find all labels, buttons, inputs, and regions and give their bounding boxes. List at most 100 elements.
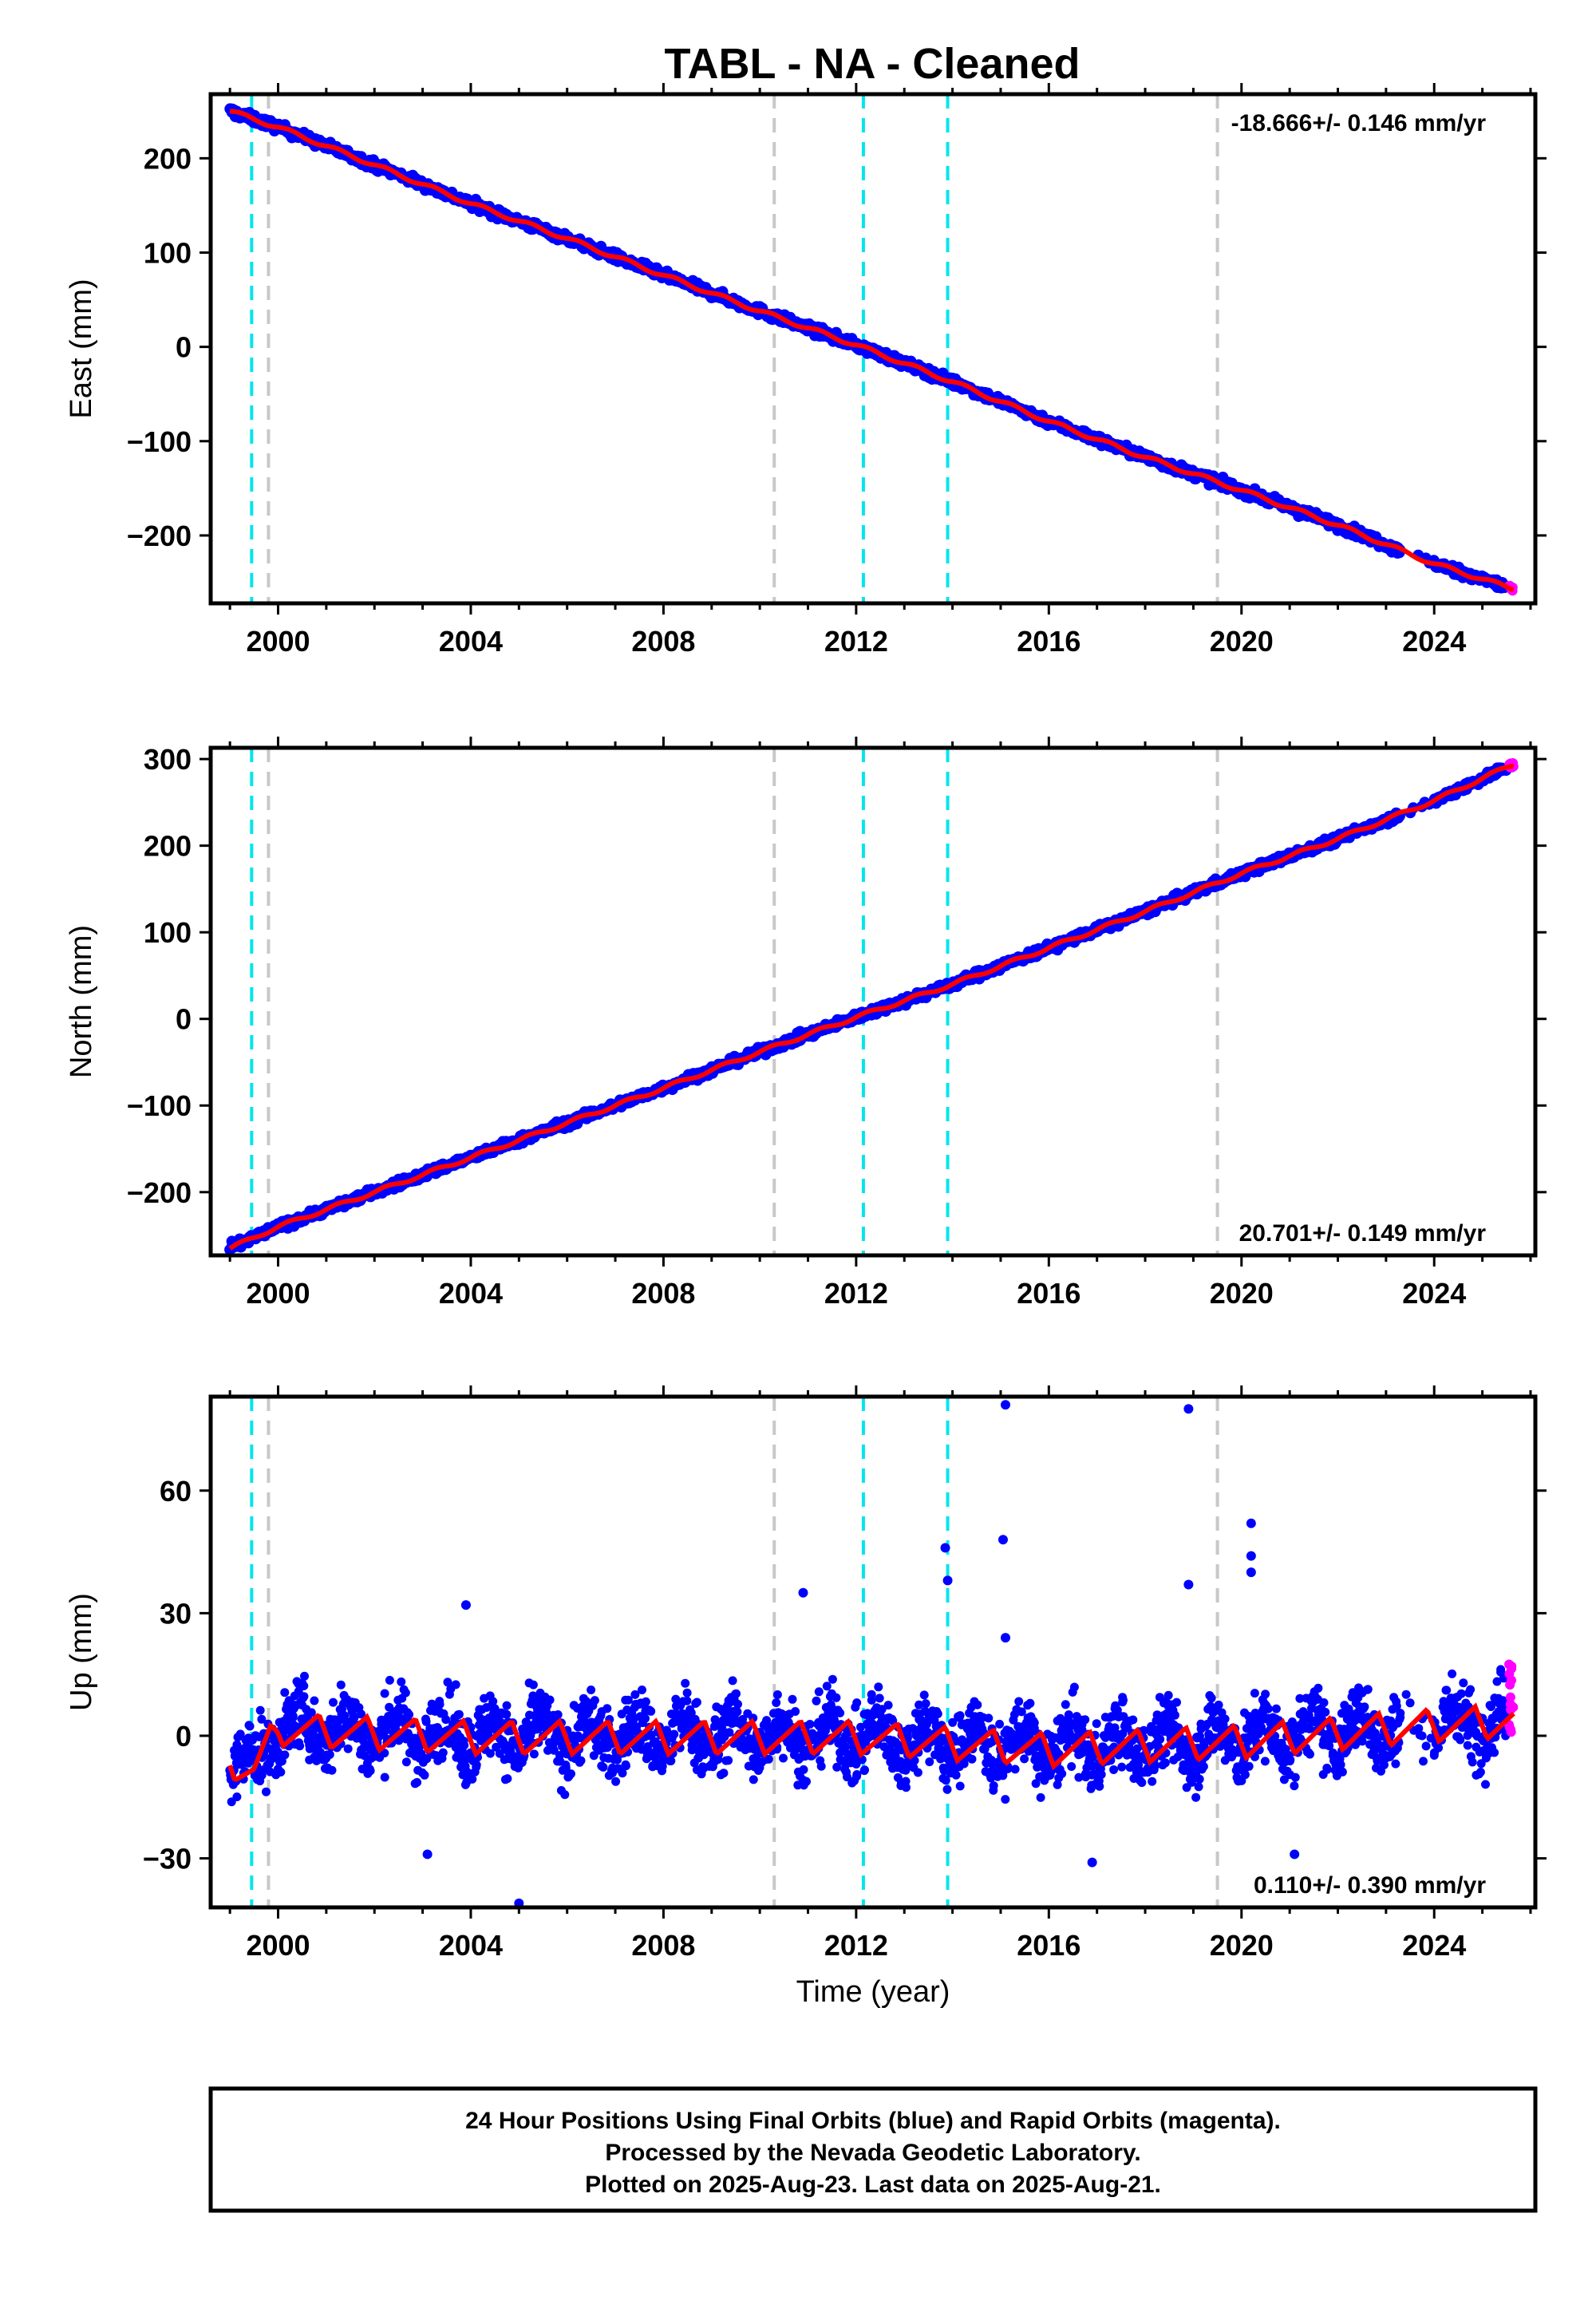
data-point <box>490 1704 500 1713</box>
data-point <box>435 1700 444 1709</box>
data-point <box>555 1729 564 1739</box>
east-panel: 2000 2004 2008 2012 2016 2020 20242001000−100−… <box>65 83 1547 658</box>
data-point <box>235 1729 245 1739</box>
data-point <box>1109 1765 1119 1774</box>
data-point <box>1163 1690 1173 1700</box>
data-point <box>913 1768 922 1777</box>
data-point <box>843 1773 851 1782</box>
data-point <box>874 1682 883 1692</box>
data-point <box>502 1709 512 1719</box>
data-point <box>875 1694 884 1703</box>
data-point <box>955 1781 965 1791</box>
x-tick-label: 2000 <box>246 625 310 658</box>
data-point <box>1003 1764 1013 1773</box>
data-point <box>587 1686 596 1694</box>
data-point <box>438 1748 448 1757</box>
data-point <box>380 1773 389 1782</box>
data-point <box>602 1704 612 1713</box>
data-point <box>618 1769 627 1778</box>
data-point <box>724 1756 733 1765</box>
data-point <box>472 1760 481 1769</box>
data-point <box>902 1783 911 1792</box>
data-point <box>280 1750 290 1760</box>
data-point <box>666 1757 676 1765</box>
data-point <box>772 1690 782 1699</box>
data-point <box>738 1715 747 1724</box>
data-point <box>1128 1715 1138 1725</box>
data-point <box>529 1749 539 1759</box>
data-point <box>686 1708 696 1717</box>
data-point <box>611 1777 621 1786</box>
data-point <box>357 1709 366 1719</box>
data-point <box>1110 1723 1120 1733</box>
chart-title: TABL - NA - Cleaned <box>664 40 1080 88</box>
data-point <box>1067 1762 1077 1771</box>
data-point <box>1194 1782 1203 1792</box>
y-tick-label: 200 <box>144 142 192 175</box>
data-point <box>919 1690 929 1700</box>
data-point <box>299 1692 309 1701</box>
data-point <box>995 1719 1005 1729</box>
data-point <box>832 1762 842 1772</box>
data-point <box>1148 1777 1157 1786</box>
data-point <box>984 1713 994 1723</box>
north-panel: 2000 2004 2008 2012 2016 2020 20243002001000−1… <box>65 737 1547 1310</box>
data-point <box>1036 1792 1045 1802</box>
data-point <box>1031 1779 1041 1788</box>
x-tick-label: 2020 <box>1210 625 1274 658</box>
data-point <box>948 1717 958 1727</box>
data-point <box>967 1754 977 1764</box>
data-point <box>380 1749 389 1758</box>
x-tick-label: 2024 <box>1402 1277 1466 1310</box>
data-point <box>749 1775 758 1784</box>
y-tick-label: 100 <box>144 236 192 269</box>
data-point <box>553 1710 563 1719</box>
x-tick-label: 2004 <box>439 625 503 658</box>
data-point <box>567 1769 575 1779</box>
data-point <box>622 1761 630 1771</box>
data-point <box>915 1700 924 1709</box>
data-point <box>232 1792 242 1801</box>
data-point <box>805 1720 815 1729</box>
data-point <box>1014 1697 1024 1706</box>
data-point <box>658 1756 668 1765</box>
data-point <box>925 1757 934 1767</box>
data-point <box>1001 1795 1010 1804</box>
data-point <box>485 1749 495 1758</box>
data-point <box>646 1706 656 1716</box>
data-point <box>306 1708 316 1717</box>
data-point <box>488 1697 498 1706</box>
data-point <box>1118 1729 1128 1738</box>
data-point <box>623 1695 633 1705</box>
model-fit-line <box>229 109 1515 592</box>
data-point <box>590 1696 599 1705</box>
data-point <box>299 1682 309 1690</box>
data-point <box>613 1755 622 1765</box>
data-point <box>1156 1734 1165 1744</box>
y-tick-label: −200 <box>127 1176 192 1209</box>
data-point <box>280 1688 290 1697</box>
data-point <box>955 1711 965 1721</box>
data-point <box>791 1707 800 1716</box>
final-orbit-points <box>224 762 1512 1255</box>
data-point <box>790 1745 800 1755</box>
data-point <box>812 1696 821 1705</box>
data-point <box>728 1676 737 1686</box>
rate-label: 20.701+/- 0.149 mm/yr <box>1239 1220 1487 1247</box>
y-axis-label: North (mm) <box>65 925 98 1078</box>
data-point <box>1137 1778 1147 1788</box>
data-point <box>257 1714 267 1724</box>
x-tick-label: 2016 <box>1017 625 1080 658</box>
data-point <box>340 1711 350 1721</box>
data-point <box>365 1766 375 1776</box>
data-point <box>502 1701 512 1710</box>
data-point <box>1191 1792 1201 1802</box>
data-point <box>315 1748 325 1757</box>
data-point <box>401 1757 411 1767</box>
data-point <box>1057 1769 1067 1778</box>
x-tick-label: 2008 <box>631 1277 695 1310</box>
data-point <box>836 1708 845 1717</box>
data-point <box>1119 1695 1128 1705</box>
data-point <box>816 1761 826 1771</box>
